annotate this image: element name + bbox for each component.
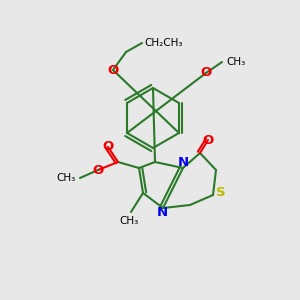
Text: O: O: [107, 64, 118, 76]
Text: O: O: [92, 164, 104, 176]
Text: CH₂CH₃: CH₂CH₃: [144, 38, 182, 48]
Text: N: N: [156, 206, 168, 220]
Text: S: S: [216, 187, 226, 200]
Text: O: O: [202, 134, 214, 146]
Text: CH₃: CH₃: [226, 57, 245, 67]
Text: O: O: [200, 67, 211, 80]
Text: CH₃: CH₃: [119, 216, 139, 226]
Text: N: N: [177, 157, 189, 169]
Text: O: O: [102, 140, 114, 154]
Text: CH₃: CH₃: [57, 173, 76, 183]
